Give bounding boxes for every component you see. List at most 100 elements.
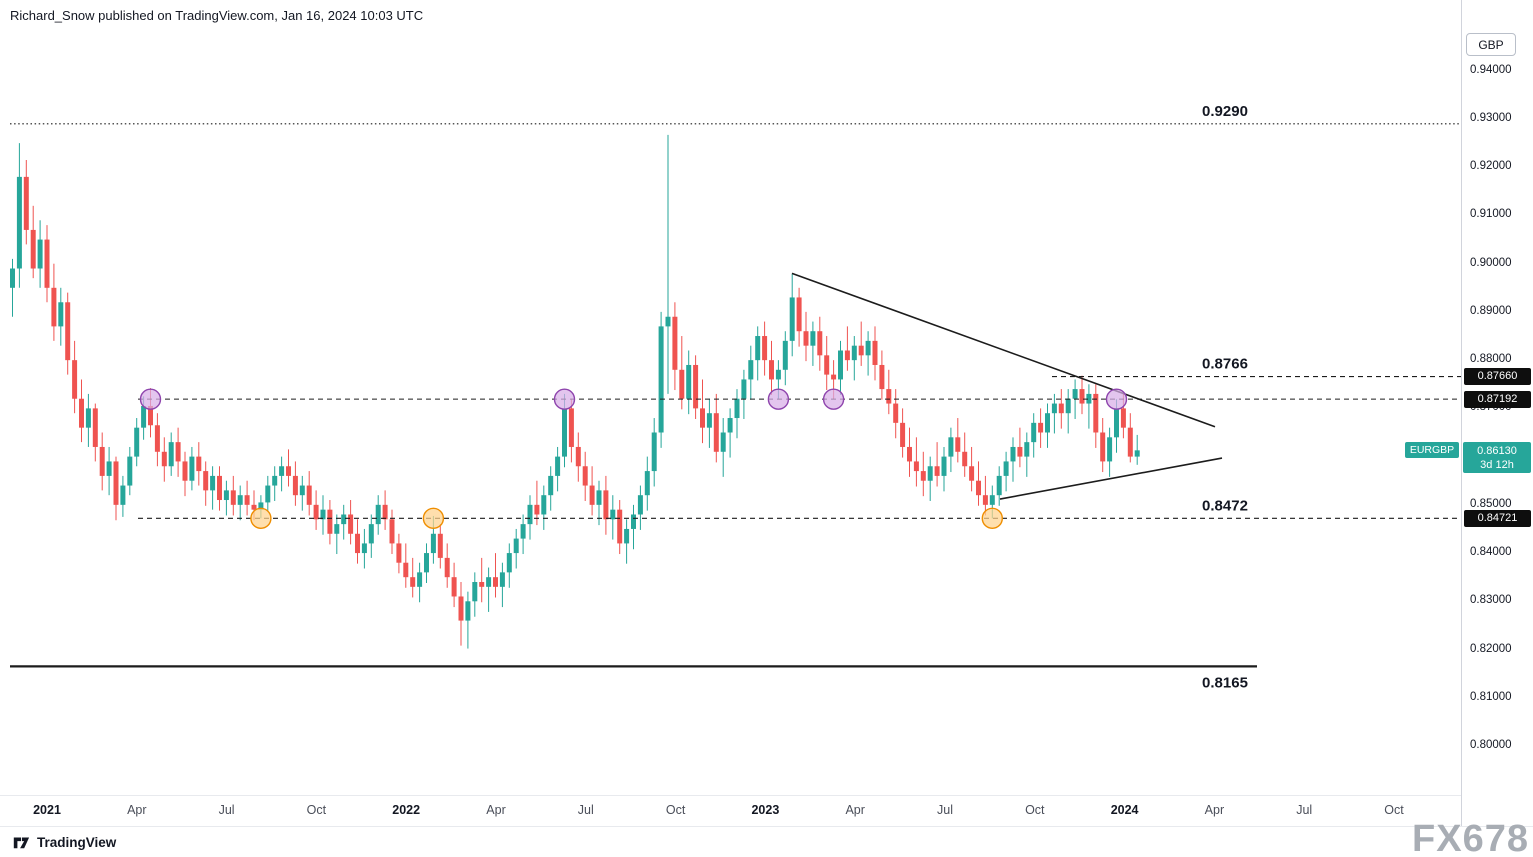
candle-body (113, 461, 119, 505)
candle-body (382, 504, 388, 520)
x-axis-tick-label: 2024 (1110, 803, 1139, 817)
candle-body (327, 509, 333, 534)
x-axis-tick-label: Oct (1025, 803, 1045, 817)
candle-body (555, 456, 561, 476)
candle-body (541, 495, 547, 515)
orange-level-touch-marker[interactable] (981, 507, 1003, 530)
candle-body (175, 442, 181, 462)
x-axis-tick-label: Apr (486, 803, 506, 817)
candle-body (299, 485, 305, 496)
candle-body (976, 480, 981, 496)
candle-body (79, 398, 84, 428)
x-axis-tick-label: Apr (845, 803, 865, 817)
candle-body (913, 461, 919, 472)
candle-body (493, 577, 498, 587)
candle-body (23, 176, 29, 230)
y-axis-tick-label: 0.80000 (1470, 738, 1512, 751)
candle-body (934, 466, 940, 476)
candle-body (803, 331, 809, 346)
y-axis-tick-label: 0.82000 (1470, 642, 1512, 655)
candle-body (479, 582, 485, 587)
purple-level-touch-marker[interactable] (1105, 388, 1128, 410)
candle-body (1086, 393, 1092, 404)
price-axis[interactable]: 0.87660 0.87192 0.84721 0.94000 0.93000 0.920… (1461, 0, 1533, 826)
candle-body (313, 504, 319, 520)
x-axis-tick-label: Oct (1384, 803, 1404, 817)
candle-body (568, 408, 574, 447)
trendline[interactable] (999, 457, 1223, 500)
candle-body (1127, 427, 1133, 457)
orange-level-touch-marker[interactable] (250, 507, 272, 530)
candle-body (182, 461, 188, 481)
candle-body (720, 432, 726, 452)
candle-body (168, 442, 174, 467)
candle-body (127, 456, 133, 486)
candle-body (154, 425, 160, 452)
candle-body (1031, 422, 1037, 443)
candle-body (258, 502, 264, 510)
candle-body (575, 446, 581, 467)
x-axis-tick-label: 2023 (751, 803, 780, 817)
candle-body (796, 297, 802, 332)
candle-body (1114, 408, 1119, 438)
level-price-label: 0.8472 (1202, 497, 1248, 514)
candle-body (1079, 389, 1085, 404)
candle-body (99, 446, 105, 476)
tradingview-brand[interactable]: TradingView (37, 834, 117, 850)
candle-body (679, 369, 685, 399)
candle-body (775, 369, 781, 380)
candle-body (30, 229, 36, 269)
purple-level-touch-marker[interactable] (139, 388, 162, 410)
candle-body (1100, 432, 1106, 462)
y-axis-tick-label: 0.93000 (1470, 112, 1512, 124)
axis-price-badge: 0.87192 (1464, 390, 1531, 408)
candle-body (306, 485, 312, 505)
candle-body (279, 466, 285, 476)
axis-price-badge: 0.87660 (1464, 368, 1531, 386)
x-axis-tick-label: Jul (218, 803, 235, 817)
candle-body (955, 437, 961, 452)
candlestick-chart[interactable]: 0.9290 0.8766 0.8472 0.8165 (0, 0, 1461, 826)
candle-body (989, 495, 995, 505)
purple-level-touch-marker[interactable] (553, 388, 576, 410)
y-axis-tick-label: 0.81000 (1470, 690, 1512, 703)
candle-body (610, 509, 616, 520)
axis-price-badge: 0.84721 (1464, 509, 1531, 527)
x-axis-tick-label: Apr (1204, 803, 1225, 817)
tradingview-logo-icon[interactable] (12, 833, 30, 851)
candle-body (624, 528, 630, 544)
candle-body (375, 504, 381, 525)
purple-level-touch-marker[interactable] (822, 388, 845, 410)
currency-toggle-button[interactable]: GBP (1466, 33, 1516, 56)
candle-body (451, 577, 457, 597)
orange-level-touch-marker[interactable] (422, 507, 445, 530)
candle-body (424, 553, 429, 573)
y-axis-tick-label: 0.90000 (1470, 256, 1512, 269)
candle-body (465, 601, 471, 621)
candle-body (844, 350, 850, 361)
candle-body (292, 475, 298, 496)
purple-level-touch-marker[interactable] (767, 388, 790, 410)
candle-body (230, 490, 236, 505)
candle-body (348, 514, 354, 534)
candle-body (237, 495, 243, 505)
candle-body (16, 176, 22, 269)
time-axis[interactable]: 2021 Apr Jul Oct 2022 Apr Jul Oct 2023 Apr Jul Oct 2… (0, 795, 1461, 826)
candle-body (562, 408, 567, 457)
candle-body (617, 509, 623, 544)
x-axis-tick-label: Jul (937, 803, 953, 817)
candle-body (838, 350, 843, 380)
level-price-label: 0.8766 (1202, 356, 1248, 373)
candle-body (651, 432, 657, 472)
candle-body (1045, 413, 1050, 433)
bar-countdown: 3d 12h (1480, 459, 1514, 472)
candle-body (927, 466, 933, 481)
candle-body (444, 557, 450, 578)
candle-body (762, 336, 768, 361)
x-axis-tick-label: Oct (665, 803, 686, 817)
candle-body (410, 577, 416, 587)
candle-body (907, 446, 912, 462)
candle-body (582, 466, 588, 486)
candle-body (706, 413, 712, 428)
trendline[interactable] (791, 272, 1216, 428)
